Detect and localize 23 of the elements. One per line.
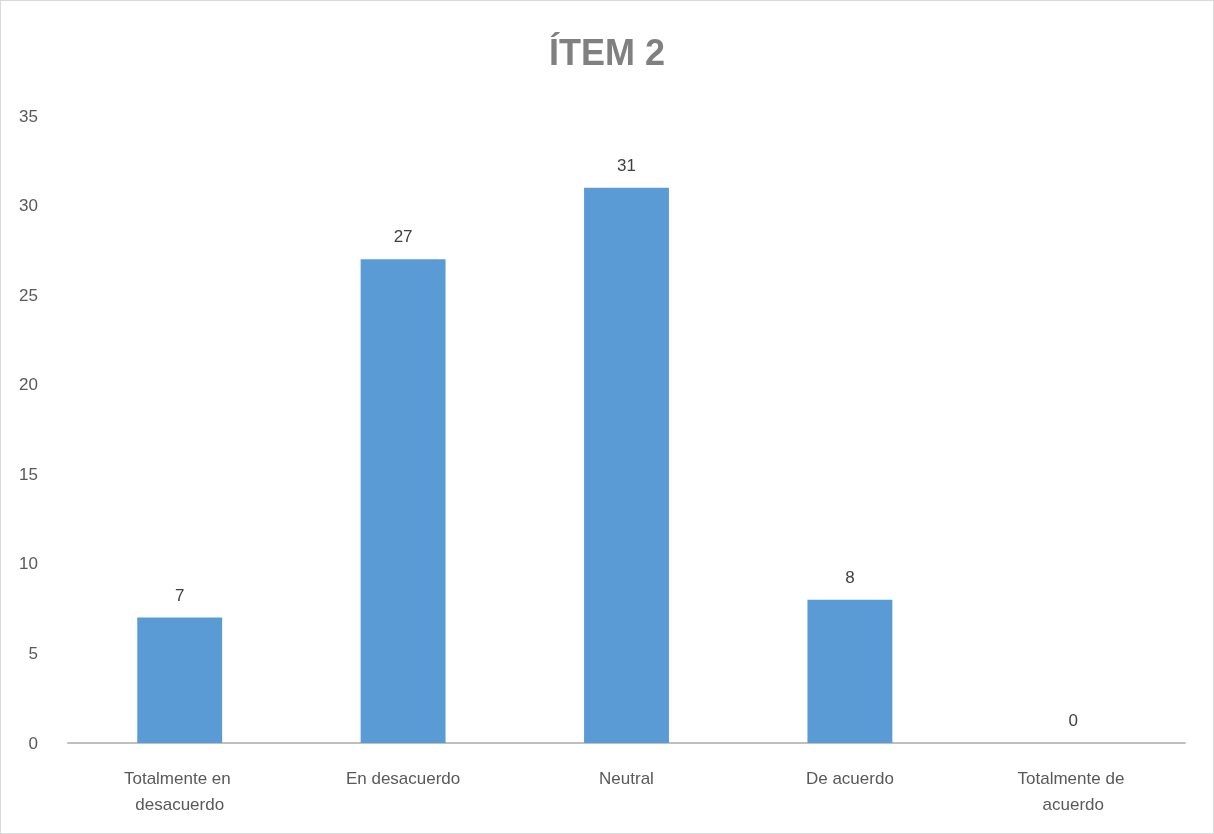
x-tick-label: De acuerdo (805, 768, 894, 788)
y-tick-label: 0 (28, 733, 38, 753)
y-tick-label: 10 (19, 554, 38, 574)
x-tick-label: Neutral (599, 768, 654, 788)
y-tick-label: 25 (19, 285, 38, 305)
x-tick-label: Totalmente de acuerdo (1017, 768, 1130, 814)
bar (584, 187, 669, 743)
y-tick-label: 5 (28, 643, 38, 663)
data-label: 27 (393, 227, 413, 247)
data-label: 0 (1068, 711, 1079, 730)
data-label: 7 (174, 585, 185, 605)
y-tick-label: 20 (19, 375, 38, 395)
x-tick-label: En desacuerdo (345, 768, 461, 788)
bar (807, 599, 893, 743)
x-tick-label: Totalmente en desacuerdo (123, 768, 236, 814)
data-label: 31 (617, 155, 636, 175)
y-tick-label: 35 (19, 106, 38, 126)
bar (360, 259, 446, 743)
chart-title: ÍTEM 2 (548, 31, 666, 73)
y-tick-label: 30 (19, 196, 38, 216)
y-tick-label: 15 (19, 464, 38, 484)
data-label: 8 (845, 567, 855, 587)
bar (137, 617, 223, 743)
